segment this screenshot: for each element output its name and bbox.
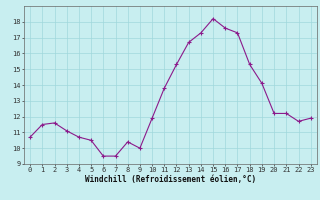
X-axis label: Windchill (Refroidissement éolien,°C): Windchill (Refroidissement éolien,°C) [85,175,256,184]
